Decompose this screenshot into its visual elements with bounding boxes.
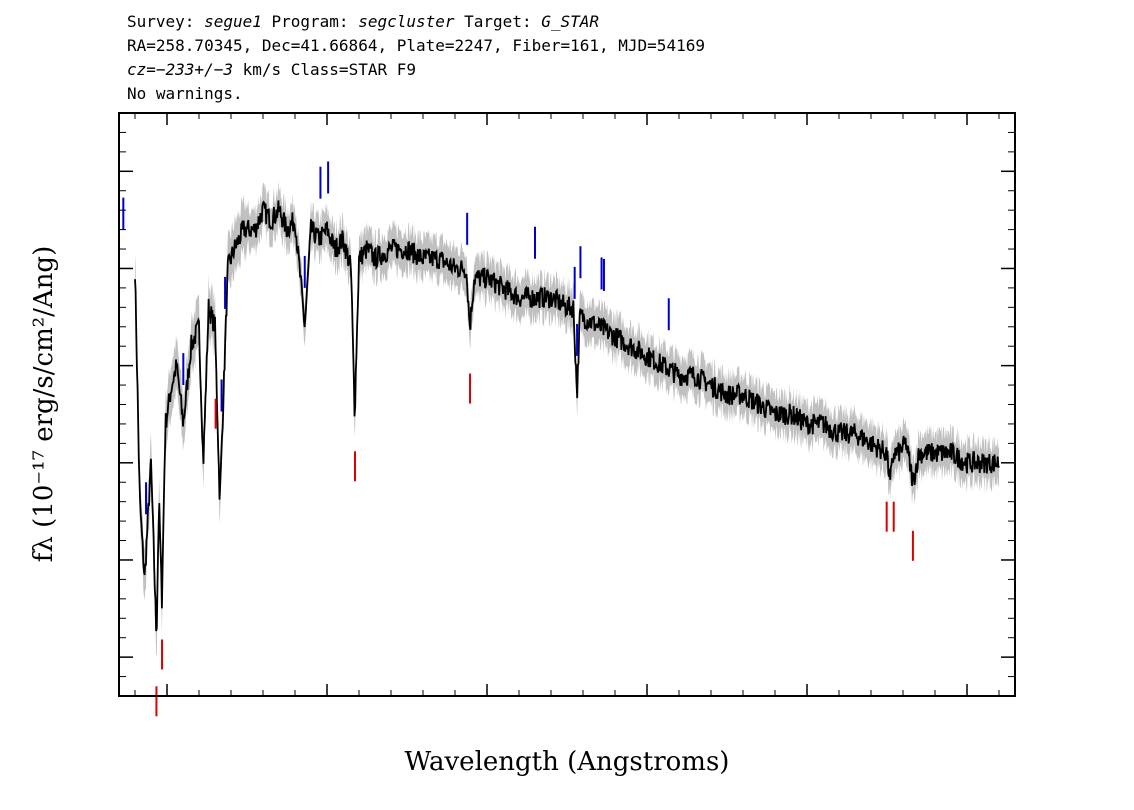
header-survey-line: Survey: segue1 Program: segcluster Targe…	[127, 10, 705, 34]
spectral-line-markers	[122, 161, 914, 717]
program-label: Program:	[261, 12, 359, 31]
target-value: G_STAR	[541, 12, 600, 31]
plot-frame	[118, 112, 1016, 697]
target-label: Target:	[454, 12, 542, 31]
spectrum-header: Survey: segue1 Program: segcluster Targe…	[127, 10, 705, 106]
program-value: segcluster	[358, 12, 455, 31]
flux-series-line	[134, 200, 1000, 632]
survey-value: segue1	[204, 12, 262, 31]
header-redshift-line: cz=−233+/−3 km/s Class=STAR F9	[127, 58, 705, 82]
error-band-layer	[135, 181, 999, 657]
axis-ticks	[119, 113, 1015, 696]
y-axis-title: fλ (10⁻¹⁷ erg/s/cm²/Ang)	[29, 246, 59, 562]
header-coordinates-line: RA=258.70345, Dec=41.66864, Plate=2247, …	[127, 36, 705, 55]
flux-line-layer	[134, 200, 1000, 632]
class-text: km/s Class=STAR F9	[232, 60, 416, 79]
flux-error-band	[135, 181, 999, 657]
x-axis-title: Wavelength (Angstroms)	[405, 747, 730, 777]
header-warnings-line: No warnings.	[127, 84, 243, 103]
redshift-value: cz=−233+/−3	[127, 60, 233, 79]
survey-label: Survey:	[127, 12, 205, 31]
